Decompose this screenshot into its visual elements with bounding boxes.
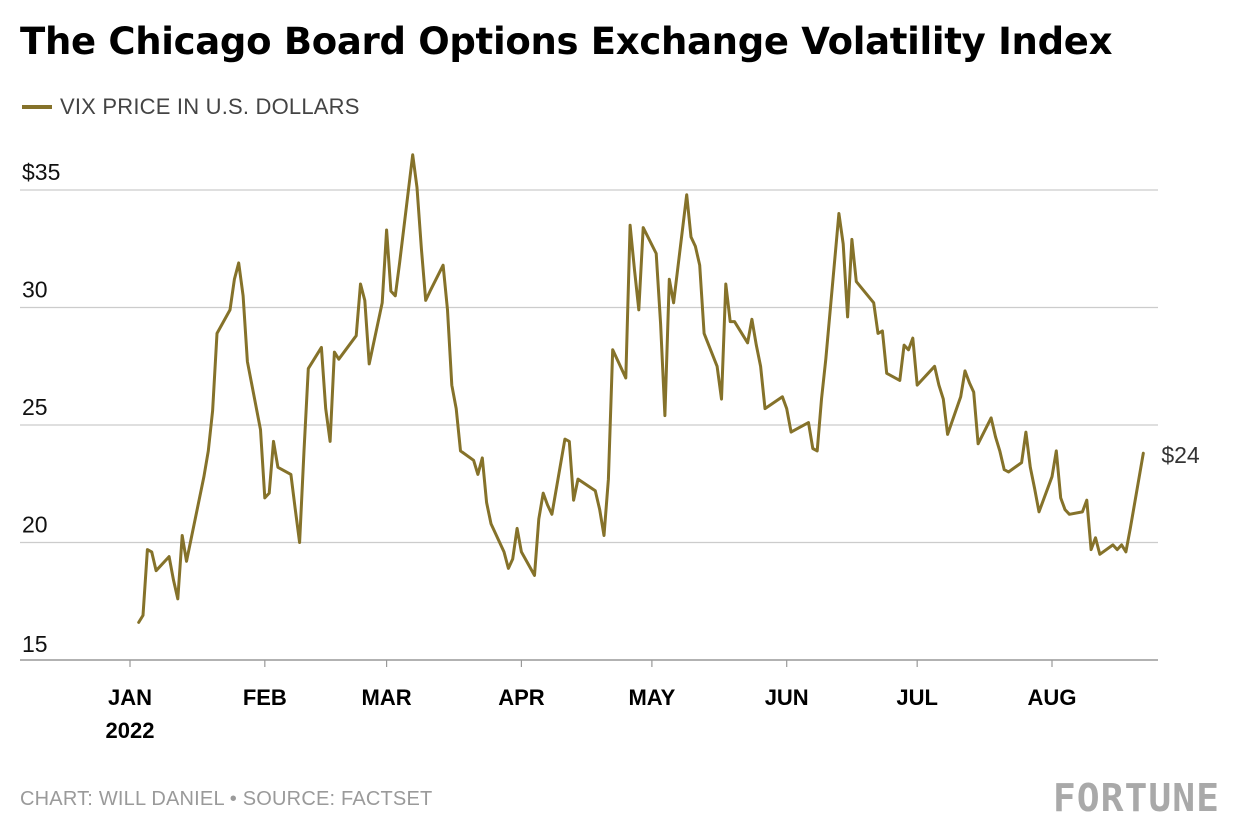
x-tick-label: JUN — [765, 685, 809, 710]
x-tick-label: MAR — [362, 685, 412, 710]
chart-title: The Chicago Board Options Exchange Volat… — [20, 20, 1113, 63]
y-tick-label: 15 — [22, 631, 48, 657]
y-tick-label: 25 — [22, 394, 48, 420]
y-tick-label: $35 — [22, 159, 60, 185]
y-tick-label: 30 — [22, 277, 48, 303]
chart-credit: CHART: WILL DANIEL • SOURCE: FACTSET — [20, 788, 433, 810]
x-tick-label: APR — [498, 685, 545, 710]
x-tick-label: FEB — [243, 685, 287, 710]
legend-label: VIX PRICE IN U.S. DOLLARS — [60, 94, 360, 119]
x-tick-sublabel: 2022 — [106, 718, 155, 743]
axis-ticks: $35 30 25 20 15 JAN 2022 FEB MAR APR MAY JUN JUL AUG — [22, 159, 1076, 743]
vix-series-line — [137, 153, 1145, 624]
y-tick-label: 20 — [22, 512, 48, 538]
end-value-label: $24 — [1161, 442, 1200, 468]
legend-swatch — [22, 105, 52, 109]
series-layer — [137, 153, 1145, 624]
fortune-logo: FORTUNE — [1052, 776, 1220, 820]
x-tick-label: MAY — [628, 685, 675, 710]
legend: VIX PRICE IN U.S. DOLLARS — [22, 94, 360, 120]
x-tick-label: AUG — [1028, 685, 1077, 710]
x-tick-label: JAN — [108, 685, 152, 710]
data-labels: $24 — [1161, 442, 1200, 468]
x-tick-label: JUL — [896, 685, 938, 710]
